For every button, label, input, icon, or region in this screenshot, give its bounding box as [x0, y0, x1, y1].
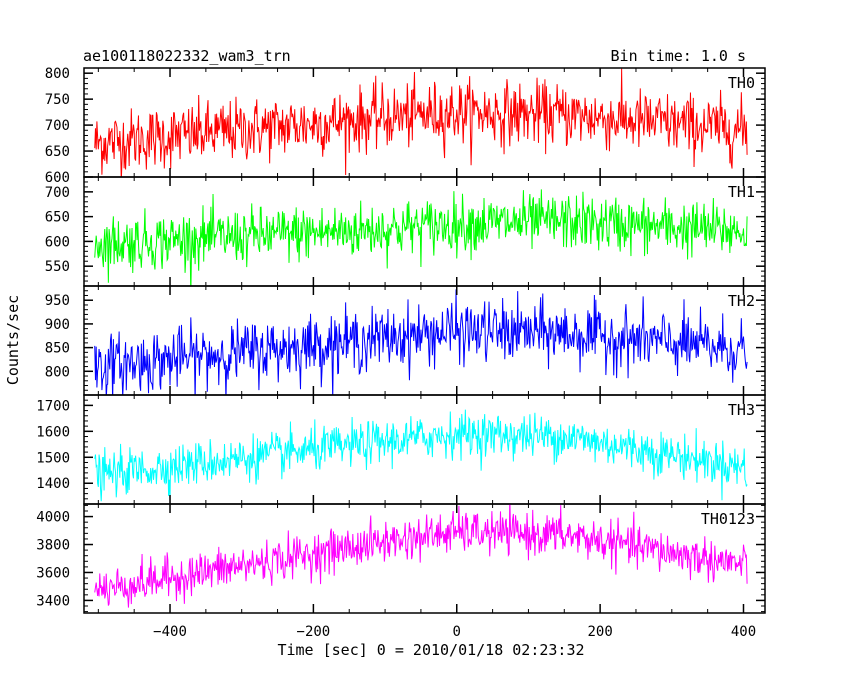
x-tick-label: 200: [587, 624, 612, 640]
y-axis-label: Counts/sec: [4, 295, 22, 385]
panel-label-th2: TH2: [728, 292, 755, 310]
chart-title: ae100118022332_wam3_trn: [83, 47, 291, 65]
y-tick-label: 3400: [36, 593, 70, 609]
y-tick-label: 700: [45, 185, 70, 201]
panel-label-th0: TH0: [728, 74, 755, 92]
x-tick-label: −400: [153, 624, 187, 640]
y-tick-label: 650: [45, 210, 70, 226]
panel-label-th0123: TH0123: [701, 510, 755, 528]
x-axis-label: Time [sec] 0 = 2010/01/18 02:23:32: [277, 641, 584, 659]
y-tick-label: 1600: [36, 424, 70, 440]
series-line-th2: [94, 289, 748, 395]
panel-frame-th0123: [83, 503, 766, 614]
series-line-th0: [94, 68, 748, 177]
y-tick-label: 1700: [36, 398, 70, 414]
y-tick-label: 600: [45, 234, 70, 250]
series-line-th0123: [94, 504, 748, 608]
series-line-th1: [94, 189, 748, 286]
y-tick-label: 3800: [36, 538, 70, 554]
panel-label-th3: TH3: [728, 401, 755, 419]
x-tick-label: −200: [297, 624, 331, 640]
y-tick-label: 800: [45, 364, 70, 380]
y-tick-label: 850: [45, 341, 70, 357]
y-tick-label: 1500: [36, 450, 70, 466]
y-tick-label: 750: [45, 92, 70, 108]
series-line-th3: [94, 409, 748, 502]
y-tick-label: 900: [45, 317, 70, 333]
x-tick-label: 400: [731, 624, 756, 640]
y-tick-label: 650: [45, 144, 70, 160]
panel-frame-th2: [83, 285, 766, 396]
y-tick-label: 700: [45, 118, 70, 134]
y-tick-label: 550: [45, 259, 70, 275]
y-tick-label: 600: [45, 170, 70, 186]
y-tick-label: 4000: [36, 510, 70, 526]
panel-label-th1: TH1: [728, 183, 755, 201]
bin-time-label: Bin time: 1.0 s: [611, 47, 746, 65]
y-tick-label: 3600: [36, 565, 70, 581]
y-tick-label: 1400: [36, 476, 70, 492]
x-tick-label: 0: [453, 624, 461, 640]
y-tick-label: 950: [45, 293, 70, 309]
panels-group: 600 650 700 750 800 TH0 550 600 650 700 TH1 800 850 9…: [36, 66, 766, 640]
y-tick-label: 800: [45, 66, 70, 82]
